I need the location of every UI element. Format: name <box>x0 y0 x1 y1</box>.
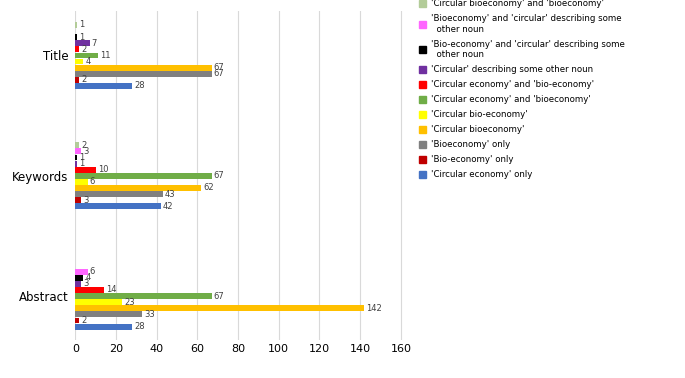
Legend: 'Circular bioeconomy' and 'bioeconomy', 'Bioeconomy' and 'circular' describing s: 'Circular bioeconomy' and 'bioeconomy', … <box>419 0 625 179</box>
Bar <box>75 318 79 324</box>
Bar <box>75 203 161 209</box>
Text: 3: 3 <box>84 279 89 288</box>
Bar <box>75 305 364 311</box>
Text: 3: 3 <box>84 196 89 204</box>
Bar <box>75 71 212 77</box>
Text: 142: 142 <box>366 304 382 313</box>
Bar <box>75 46 79 52</box>
Text: 4: 4 <box>86 57 91 66</box>
Bar <box>75 191 163 197</box>
Bar <box>75 287 104 293</box>
Text: 2: 2 <box>82 141 87 150</box>
Text: 1: 1 <box>79 20 85 29</box>
Text: 33: 33 <box>145 310 155 319</box>
Bar <box>75 161 77 167</box>
Text: 1: 1 <box>79 33 85 42</box>
Bar <box>75 77 79 83</box>
Text: 28: 28 <box>134 81 145 90</box>
Text: 42: 42 <box>163 202 173 211</box>
Text: 10: 10 <box>98 165 108 174</box>
Bar <box>75 83 132 89</box>
Bar <box>75 179 88 185</box>
Bar <box>75 281 82 287</box>
Text: 28: 28 <box>134 322 145 331</box>
Text: 2: 2 <box>82 45 87 54</box>
Text: 11: 11 <box>100 51 110 60</box>
Bar <box>75 40 90 46</box>
Bar <box>75 59 84 65</box>
Text: 2: 2 <box>82 316 87 325</box>
Text: 23: 23 <box>124 298 135 307</box>
Bar <box>75 293 212 299</box>
Bar <box>75 299 122 305</box>
Bar <box>75 22 77 28</box>
Text: 2: 2 <box>82 75 87 84</box>
Bar <box>75 143 79 148</box>
Bar <box>75 197 82 203</box>
Bar <box>75 65 212 71</box>
Text: 67: 67 <box>214 171 225 180</box>
Bar <box>75 53 98 58</box>
Text: 6: 6 <box>90 177 95 186</box>
Text: 1: 1 <box>79 159 85 168</box>
Text: 4: 4 <box>86 273 91 282</box>
Text: 14: 14 <box>106 285 116 294</box>
Text: 67: 67 <box>214 291 225 301</box>
Bar <box>75 311 142 317</box>
Bar <box>75 269 88 275</box>
Bar <box>75 324 132 330</box>
Text: 3: 3 <box>84 147 89 156</box>
Bar <box>75 185 201 191</box>
Text: 6: 6 <box>90 267 95 276</box>
Bar <box>75 149 82 154</box>
Bar <box>75 167 96 173</box>
Text: 67: 67 <box>214 63 225 72</box>
Bar <box>75 34 77 40</box>
Text: 43: 43 <box>165 189 175 198</box>
Bar <box>75 173 212 179</box>
Bar <box>75 275 84 281</box>
Text: 62: 62 <box>203 183 214 192</box>
Text: 67: 67 <box>214 69 225 78</box>
Bar <box>75 155 77 160</box>
Text: 1: 1 <box>79 153 85 162</box>
Text: 7: 7 <box>92 39 97 48</box>
